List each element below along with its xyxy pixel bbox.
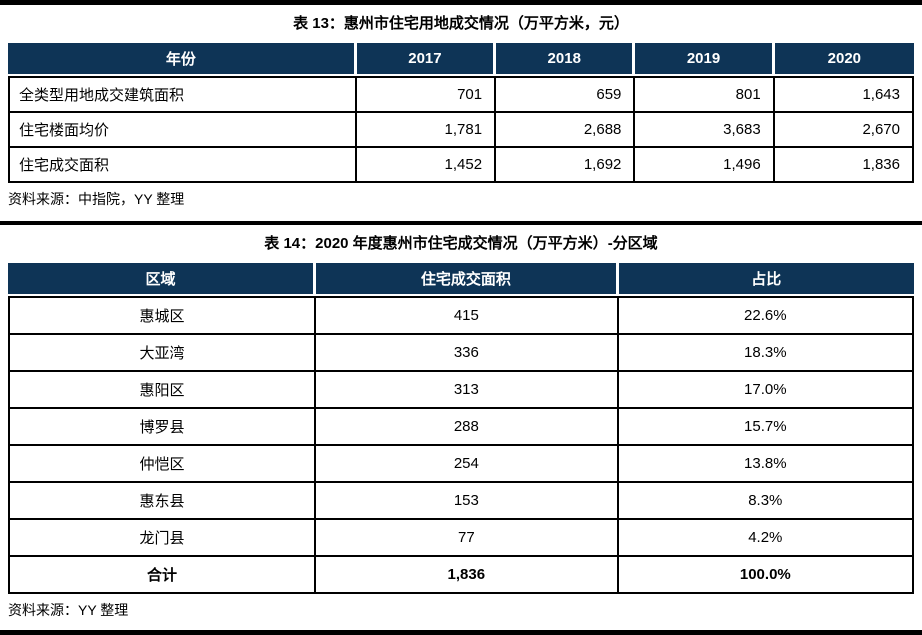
cell-value: 336 [316,335,619,372]
table-13-title: 表 13：惠州市住宅用地成交情况（万平方米，元） [293,15,629,32]
region-name: 龙门县 [8,520,317,557]
table-row: 惠城区 415 22.6% [8,296,914,335]
cell-value: 313 [316,372,619,409]
region-name: 仲恺区 [8,446,317,483]
table-14-col-header-region: 区域 [8,263,317,296]
table-row: 住宅成交面积 1,452 1,692 1,496 1,836 [8,148,914,183]
source-note-table-13: 资料来源：中指院，YY 整理 [8,191,185,207]
table-13-col-header-year: 年份 [8,43,357,76]
cell-value: 1,496 [635,148,775,183]
table-13-col-header-2020: 2020 [774,43,914,76]
source-note-table-14: 资料来源：YY 整理 [8,602,129,618]
row-label: 全类型用地成交建筑面积 [8,76,357,113]
table-13-col-header-2018: 2018 [496,43,636,76]
total-area-value: 1,836 [316,557,619,594]
table-total-row: 合计 1,836 100.0% [8,557,914,594]
top-rule [0,0,922,5]
table-row: 大亚湾 336 18.3% [8,335,914,372]
table-13-col-header-2017: 2017 [356,43,497,76]
cell-value: 2,670 [774,113,914,148]
table-14: 区域 住宅成交面积 占比 惠城区 415 22.6% 大亚湾 336 18.3%… [8,263,914,594]
table-row: 惠阳区 313 17.0% [8,372,914,409]
cell-value: 701 [356,76,497,113]
cell-value: 1,452 [356,148,497,183]
bottom-rule [0,630,922,635]
region-name: 惠阳区 [8,372,317,409]
total-share-value: 100.0% [618,557,914,594]
region-name: 惠城区 [8,296,317,335]
cell-value: 415 [316,296,619,335]
table-13-col-header-2019: 2019 [635,43,775,76]
table-row: 仲恺区 254 13.8% [8,446,914,483]
cell-value: 18.3% [618,335,914,372]
table-14-col-header-share: 占比 [618,263,914,296]
row-label: 住宅成交面积 [8,148,357,183]
cell-value: 4.2% [618,520,914,557]
cell-value: 288 [316,409,619,446]
table-row: 龙门县 77 4.2% [8,520,914,557]
cell-value: 77 [316,520,619,557]
row-label: 住宅楼面均价 [8,113,357,148]
cell-value: 13.8% [618,446,914,483]
cell-value: 1,781 [356,113,497,148]
region-name: 博罗县 [8,409,317,446]
table-row: 博罗县 288 15.7% [8,409,914,446]
cell-value: 153 [316,483,619,520]
cell-value: 3,683 [635,113,775,148]
cell-value: 659 [496,76,636,113]
table-row: 住宅楼面均价 1,781 2,688 3,683 2,670 [8,113,914,148]
section-divider-rule [0,221,922,225]
cell-value: 2,688 [496,113,636,148]
cell-value: 22.6% [618,296,914,335]
cell-value: 8.3% [618,483,914,520]
region-name: 惠东县 [8,483,317,520]
cell-value: 801 [635,76,775,113]
cell-value: 15.7% [618,409,914,446]
cell-value: 17.0% [618,372,914,409]
table-row: 全类型用地成交建筑面积 701 659 801 1,643 [8,76,914,113]
cell-value: 254 [316,446,619,483]
table-13: 年份 2017 2018 2019 2020 全类型用地成交建筑面积 701 6… [8,43,914,183]
region-name: 大亚湾 [8,335,317,372]
cell-value: 1,643 [774,76,914,113]
total-label: 合计 [8,557,317,594]
table-13-header-row: 年份 2017 2018 2019 2020 [8,43,914,76]
table-14-col-header-area: 住宅成交面积 [316,263,619,296]
cell-value: 1,692 [496,148,636,183]
cell-value: 1,836 [774,148,914,183]
table-14-header-row: 区域 住宅成交面积 占比 [8,263,914,296]
table-row: 惠东县 153 8.3% [8,483,914,520]
table-14-title: 表 14：2020 年度惠州市住宅成交情况（万平方米）-分区域 [264,235,658,252]
